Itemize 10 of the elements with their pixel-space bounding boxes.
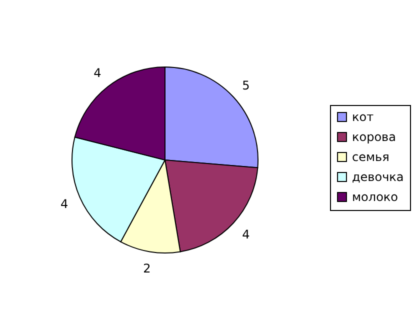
legend-label: молоко bbox=[352, 190, 398, 204]
legend-label: корова bbox=[352, 130, 396, 144]
data-label: 2 bbox=[143, 262, 151, 276]
legend-label: девочка bbox=[352, 170, 404, 184]
data-label: 4 bbox=[94, 66, 102, 80]
data-label: 4 bbox=[60, 197, 68, 212]
legend-label: кот bbox=[352, 110, 374, 124]
legend-label: семья bbox=[352, 150, 390, 164]
data-label: 5 bbox=[242, 78, 250, 92]
data-label: 4 bbox=[242, 228, 250, 242]
